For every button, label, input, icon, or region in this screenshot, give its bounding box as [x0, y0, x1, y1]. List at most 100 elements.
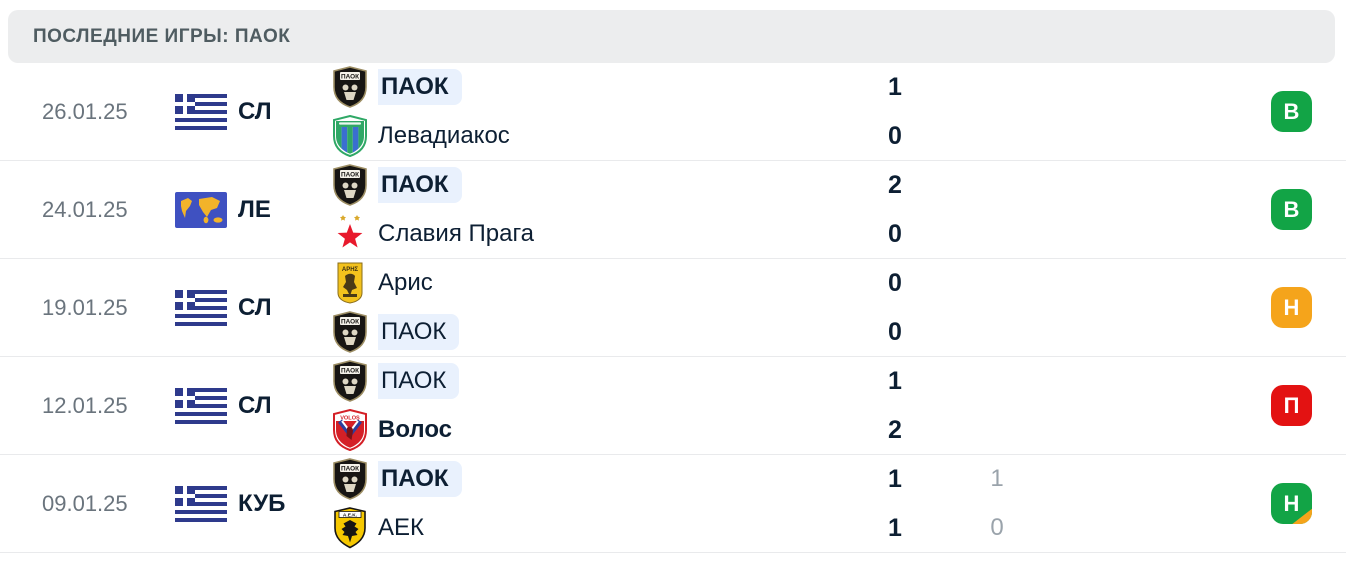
svg-text:ΑΡΗΣ: ΑΡΗΣ [342, 267, 359, 273]
result-letter: В [1283, 196, 1300, 222]
team-name[interactable]: ПАОК [378, 460, 462, 498]
team-penalty-score: 0 [990, 514, 1004, 541]
match-date: 19.01.25 [42, 294, 128, 320]
team-name[interactable]: Левадиакос [378, 121, 510, 149]
result-letter: В [1283, 98, 1300, 124]
competition-code: СЛ [238, 97, 272, 125]
result-badge: В [1271, 189, 1312, 230]
match-date: 24.01.25 [42, 196, 128, 222]
result-letter: Н [1283, 490, 1300, 516]
team-name[interactable]: ПАОК [378, 313, 460, 351]
result-cell: П [1248, 385, 1346, 426]
svg-text:VOLOS: VOLOS [340, 416, 360, 422]
world-map-icon [175, 191, 227, 228]
team-name-cell: Арис [378, 269, 865, 298]
competition-code: ЛЕ [238, 195, 271, 223]
result-cell: В [1248, 189, 1346, 230]
match-row[interactable]: 09.01.25 КУБ ПАОК ПАОК 1 1 [0, 455, 1346, 553]
team-name[interactable]: ПАОК [378, 68, 462, 106]
last-games-widget: ПОСЛЕДНИЕ ИГРЫ: ПАОК 26.01.25 СЛ ПАОК ПА… [0, 10, 1346, 576]
team-score: 0 [888, 268, 902, 297]
team-name[interactable]: ПАОК [378, 166, 462, 204]
team-name-cell: ПАОК [378, 460, 865, 498]
teams-cell: ПАОК ПАОК 1 VOLOS Волос 2 [330, 357, 1248, 454]
match-date: 09.01.25 [42, 490, 128, 516]
team-penalty-score: 1 [990, 465, 1004, 492]
team-score: 1 [888, 513, 902, 542]
competition-code: СЛ [238, 391, 272, 419]
team-row-away: Α.Ε.Κ. АЕК 1 0 [330, 506, 1248, 551]
team-name-cell: АЕК [378, 514, 865, 543]
team-row-home: ПАОК ПАОК 1 [330, 65, 1248, 110]
teams-cell: ПАОК ПАОК 1 Левадиакос 0 [330, 63, 1248, 160]
team-score: 2 [888, 170, 902, 199]
paok-logo-icon: ПАОК [330, 360, 370, 402]
competition-cell: ЛЕ [175, 191, 330, 228]
teams-cell: ПАОК ПАОК 2 Славия Прага 0 [330, 161, 1248, 258]
svg-text:ПАОК: ПАОК [341, 73, 359, 80]
teams-cell: ΑΡΗΣ Арис 0 ПАОК ПАОК 0 [330, 259, 1248, 356]
team-name-cell: Волос [378, 416, 865, 445]
greece-flag-icon [175, 387, 227, 424]
greece-flag-icon [175, 485, 227, 522]
match-date: 26.01.25 [42, 98, 128, 124]
team-row-home: ПАОК ПАОК 1 1 [330, 457, 1248, 502]
team-name[interactable]: АЕК [378, 513, 424, 541]
team-row-home: ΑΡΗΣ Арис 0 [330, 261, 1248, 306]
levadiakos-logo-icon [330, 115, 370, 157]
competition-cell: СЛ [175, 93, 330, 130]
team-score: 1 [888, 72, 902, 101]
match-row[interactable]: 24.01.25 ЛЕ ПАОК ПАОК 2 [0, 161, 1346, 259]
team-name-cell: Левадиакос [378, 122, 865, 151]
teams-cell: ПАОК ПАОК 1 1 Α.Ε.Κ. АЕК 1 0 [330, 455, 1248, 552]
team-score: 0 [888, 219, 902, 248]
team-name-cell: Славия Прага [378, 220, 865, 249]
team-name-cell: ПАОК [378, 313, 865, 351]
team-name-cell: ПАОК [378, 68, 865, 106]
team-score: 1 [888, 464, 902, 493]
aris-logo-icon: ΑΡΗΣ [330, 262, 370, 304]
result-cell: Н [1248, 287, 1346, 328]
aek-logo-icon: Α.Ε.Κ. [330, 507, 370, 549]
team-name[interactable]: Арис [378, 268, 433, 296]
team-row-away: VOLOS Волос 2 [330, 408, 1248, 453]
slavia-logo-icon [330, 214, 370, 254]
team-row-away: ПАОК ПАОК 0 [330, 310, 1248, 355]
match-row[interactable]: 12.01.25 СЛ ПАОК ПАОК 1 [0, 357, 1346, 455]
paok-logo-icon: ПАОК [330, 164, 370, 206]
result-cell: В [1248, 91, 1346, 132]
team-row-away: Славия Прага 0 [330, 212, 1248, 257]
matches-list: 26.01.25 СЛ ПАОК ПАОК 1 [0, 63, 1346, 553]
team-score: 2 [888, 415, 902, 444]
team-name-cell: ПАОК [378, 166, 865, 204]
team-name[interactable]: Волос [378, 415, 453, 443]
result-cell: Н [1248, 483, 1346, 524]
paok-logo-icon: ПАОК [330, 311, 370, 353]
match-row[interactable]: 19.01.25 СЛ ΑΡΗΣ Арис 0 [0, 259, 1346, 357]
result-letter: Н [1283, 294, 1300, 320]
team-row-home: ПАОК ПАОК 1 [330, 359, 1248, 404]
widget-header: ПОСЛЕДНИЕ ИГРЫ: ПАОК [8, 10, 1335, 63]
match-row[interactable]: 26.01.25 СЛ ПАОК ПАОК 1 [0, 63, 1346, 161]
svg-text:ПАОК: ПАОК [341, 465, 359, 472]
competition-cell: СЛ [175, 289, 330, 326]
svg-text:ПАОК: ПАОК [341, 171, 359, 178]
widget-title: ПОСЛЕДНИЕ ИГРЫ: ПАОК [33, 25, 291, 47]
competition-cell: КУБ [175, 485, 330, 522]
greece-flag-icon [175, 289, 227, 326]
team-name[interactable]: ПАОК [378, 362, 460, 400]
team-score: 0 [888, 121, 902, 150]
result-letter: П [1283, 392, 1300, 418]
team-name-cell: ПАОК [378, 362, 865, 400]
result-badge: П [1271, 385, 1312, 426]
result-badge: Н [1271, 483, 1312, 524]
volos-logo-icon: VOLOS [330, 409, 370, 451]
team-row-away: Левадиакос 0 [330, 114, 1248, 159]
match-date: 12.01.25 [42, 392, 128, 418]
team-name[interactable]: Славия Прага [378, 219, 535, 247]
team-score: 0 [888, 317, 902, 346]
result-badge: Н [1271, 287, 1312, 328]
svg-text:Α.Ε.Κ.: Α.Ε.Κ. [343, 512, 357, 518]
greece-flag-icon [175, 93, 227, 130]
paok-logo-icon: ПАОК [330, 458, 370, 500]
